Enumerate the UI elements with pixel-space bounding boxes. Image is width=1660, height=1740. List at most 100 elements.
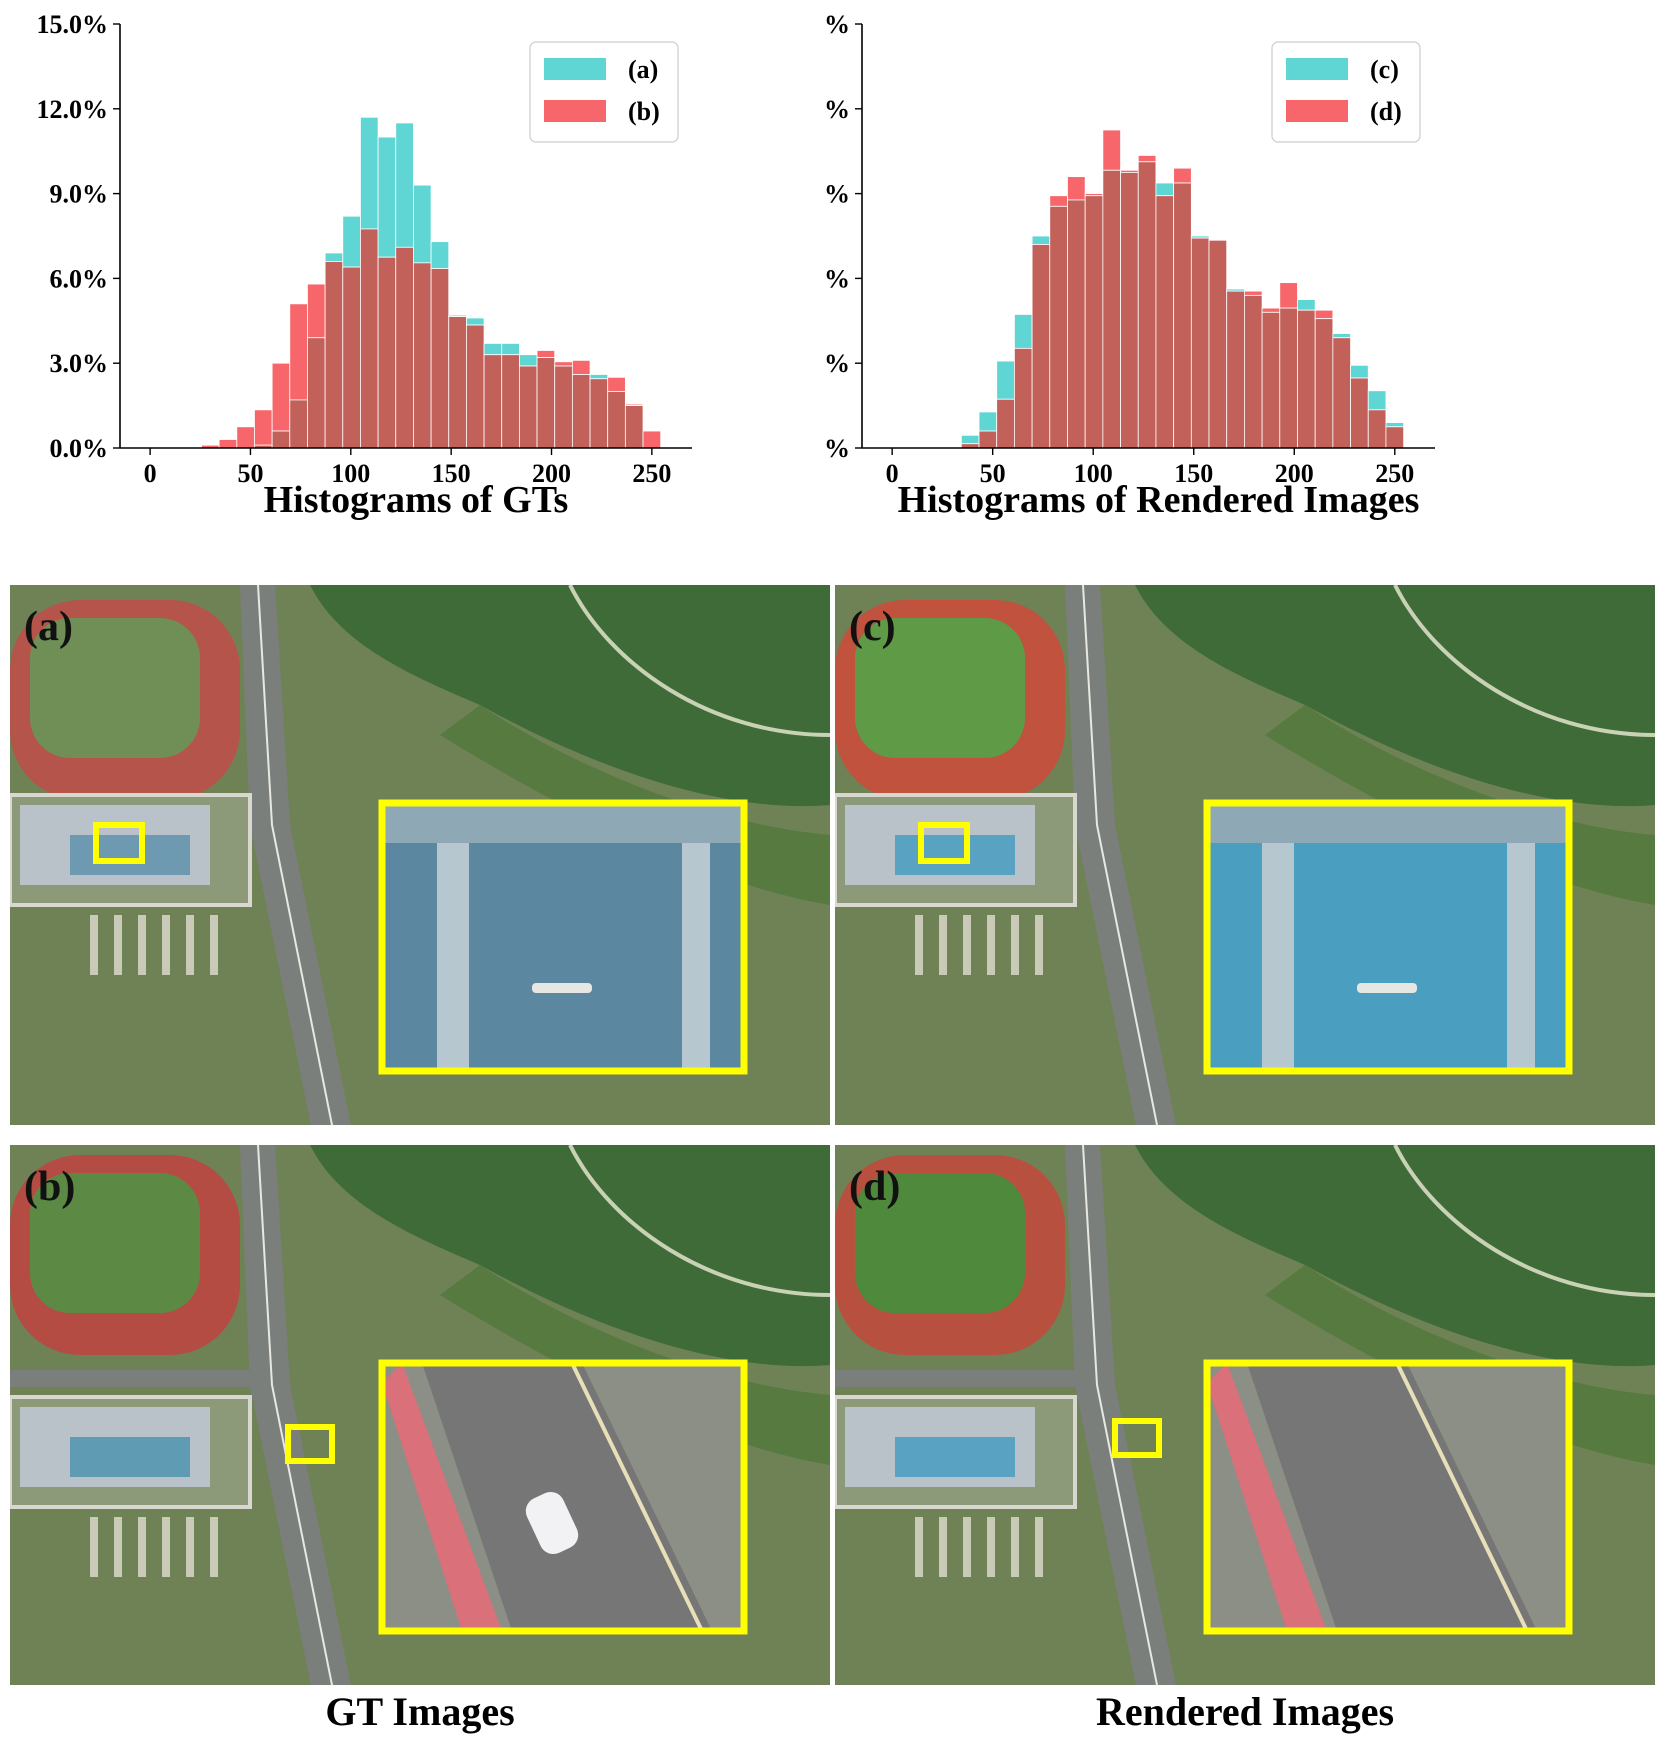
hist-bar-overlap-1-5 [1031, 244, 1051, 449]
hist-bar-top-1-9 [1102, 129, 1121, 171]
hist-bar-overlap-0-23 [607, 391, 626, 449]
hist-bar-overlap-1-10 [1120, 171, 1139, 449]
gt-image-a: (a) [10, 585, 830, 1125]
y-tick-label-1-3: 6.0% [825, 180, 850, 209]
y-tick-label-0-5: 15.0% [37, 10, 109, 39]
gt-image-b: (b) [10, 1145, 830, 1685]
aerial-scene-c [835, 585, 1655, 1125]
main-road [240, 1145, 351, 1685]
hist-bar-overlap-1-3 [996, 398, 1015, 449]
highlight-box-small [1112, 1418, 1162, 1458]
y-tick-label-0-4: 12.0% [37, 95, 109, 124]
x-tick-label-1-4: 200 [1275, 459, 1314, 488]
hist-bar-top-0-10 [377, 136, 397, 258]
zoom-inset-frame [1203, 1359, 1573, 1635]
hist-bar-overlap-1-6 [1049, 205, 1068, 449]
walkway-2 [963, 1517, 971, 1577]
highlight-box-small [918, 822, 970, 864]
y-tick-label-0-2: 6.0% [50, 264, 109, 293]
aerial-scene-a [10, 585, 830, 1125]
hist-bar-overlap-1-24 [1367, 409, 1387, 449]
hist-bar-top-0-3 [254, 409, 273, 446]
hist-bar-overlap-1-8 [1084, 195, 1104, 449]
hist-bar-overlap-1-13 [1173, 182, 1192, 449]
hist-bar-overlap-1-21 [1314, 318, 1334, 449]
road-lane-line [257, 585, 334, 1125]
walkway-4 [186, 1517, 194, 1577]
hist-bar-overlap-0-11 [395, 246, 414, 449]
walkway-3 [987, 1517, 995, 1577]
hist-bar-top-0-5 [289, 303, 308, 401]
crop-field [1135, 1145, 1655, 1367]
legend-swatch-1-1 [1286, 100, 1348, 122]
hist-bar-overlap-1-4 [1013, 347, 1033, 449]
hist-bar-top-1-22 [1332, 333, 1351, 339]
walkway-5 [1035, 1517, 1043, 1577]
field-path [1393, 585, 1655, 737]
y-tick-label-1-0: 0.0% [825, 434, 850, 463]
hist-bar-top-1-12 [1155, 182, 1175, 197]
hist-bar-top-0-22 [589, 374, 609, 380]
histogram-gt-svg: 0.0% 3.0% 6.0% 9.0% 12.0% 15.0% 0 50 100 150 200 25… [37, 10, 692, 521]
hist-bar-overlap-0-6 [307, 337, 326, 449]
hist-bar-top-0-18 [518, 354, 538, 367]
walkway-3 [162, 1517, 170, 1577]
chart-title-0: Histograms of GTs [264, 479, 569, 521]
hist-bar-overlap-0-5 [289, 399, 308, 449]
panel-label-c: (c) [849, 604, 896, 650]
panel-label-b: (b) [24, 1164, 76, 1210]
hist-bar-overlap-0-9 [360, 228, 379, 449]
hist-bar-top-1-13 [1173, 167, 1192, 184]
hist-bar-top-1-4 [1013, 314, 1033, 349]
hist-bar-top-1-21 [1314, 309, 1334, 320]
x-tick-label-0-2: 100 [331, 459, 370, 488]
aerial-scene-d [835, 1145, 1655, 1685]
hist-bar-top-0-17 [501, 343, 520, 356]
inset-reflection [1357, 983, 1417, 993]
histogram-rendered-chart: 0.0% 2.0% 4.0% 6.0% 8.0% 10.0% 0 50 100 150 200 250… [825, 0, 1660, 575]
walkway-4 [1011, 915, 1019, 975]
field-path [1393, 1145, 1655, 1297]
hist-bar-overlap-1-15 [1208, 239, 1228, 449]
building-glass [70, 1437, 190, 1477]
histogram-gt-chart: 0.0% 3.0% 6.0% 9.0% 12.0% 15.0% 0 50 100 150 200 25… [0, 0, 820, 575]
legend-label-1-0: (c) [1370, 55, 1399, 84]
inset-top-band [1207, 803, 1569, 843]
main-road [1065, 585, 1176, 1125]
hist-bar-overlap-1-19 [1279, 307, 1298, 449]
legend-swatch-0-0 [544, 58, 606, 80]
hist-bar-overlap-1-18 [1261, 311, 1281, 449]
x-tick-label-0-0: 0 [144, 459, 157, 488]
histogram-rendered-svg: 0.0% 2.0% 4.0% 6.0% 8.0% 10.0% 0 50 100 150 200 250… [825, 10, 1435, 521]
hist-bar-top-0-2 [236, 426, 255, 449]
hist-bar-overlap-1-23 [1350, 377, 1369, 449]
legend-label-0-1: (b) [628, 97, 660, 126]
stadium-grass [855, 618, 1025, 758]
inset-red-barrier [1207, 1363, 1327, 1631]
main-road [1065, 1145, 1176, 1685]
y-tick-label-0-1: 3.0% [50, 349, 109, 378]
main-road [240, 585, 351, 1125]
hist-bar-top-1-25 [1385, 422, 1405, 428]
aerial-scene-b [10, 1145, 830, 1685]
hist-bar-overlap-0-19 [536, 357, 556, 449]
hist-bar-top-0-15 [466, 317, 485, 326]
walkway-3 [162, 915, 170, 975]
hist-bar-overlap-0-17 [501, 354, 520, 449]
hist-bar-overlap-1-7 [1067, 199, 1086, 449]
stadium-grass [855, 1173, 1025, 1313]
hist-bar-overlap-1-14 [1190, 237, 1210, 449]
hist-bar-overlap-1-16 [1226, 290, 1245, 449]
hist-bar-overlap-1-9 [1102, 169, 1121, 449]
x-tick-label-0-5: 250 [632, 459, 671, 488]
hist-bar-overlap-1-25 [1385, 426, 1405, 449]
road-lane-line [257, 1145, 334, 1685]
inset-mullion-2 [1507, 803, 1535, 1071]
inset-road [422, 1363, 712, 1631]
hist-bar-overlap-0-13 [430, 268, 450, 449]
hist-bar-top-1-17 [1244, 290, 1263, 296]
hist-bar-top-0-19 [536, 350, 556, 358]
walkway-2 [138, 915, 146, 975]
y-tick-label-0-3: 9.0% [50, 180, 109, 209]
crop-field [310, 585, 830, 807]
